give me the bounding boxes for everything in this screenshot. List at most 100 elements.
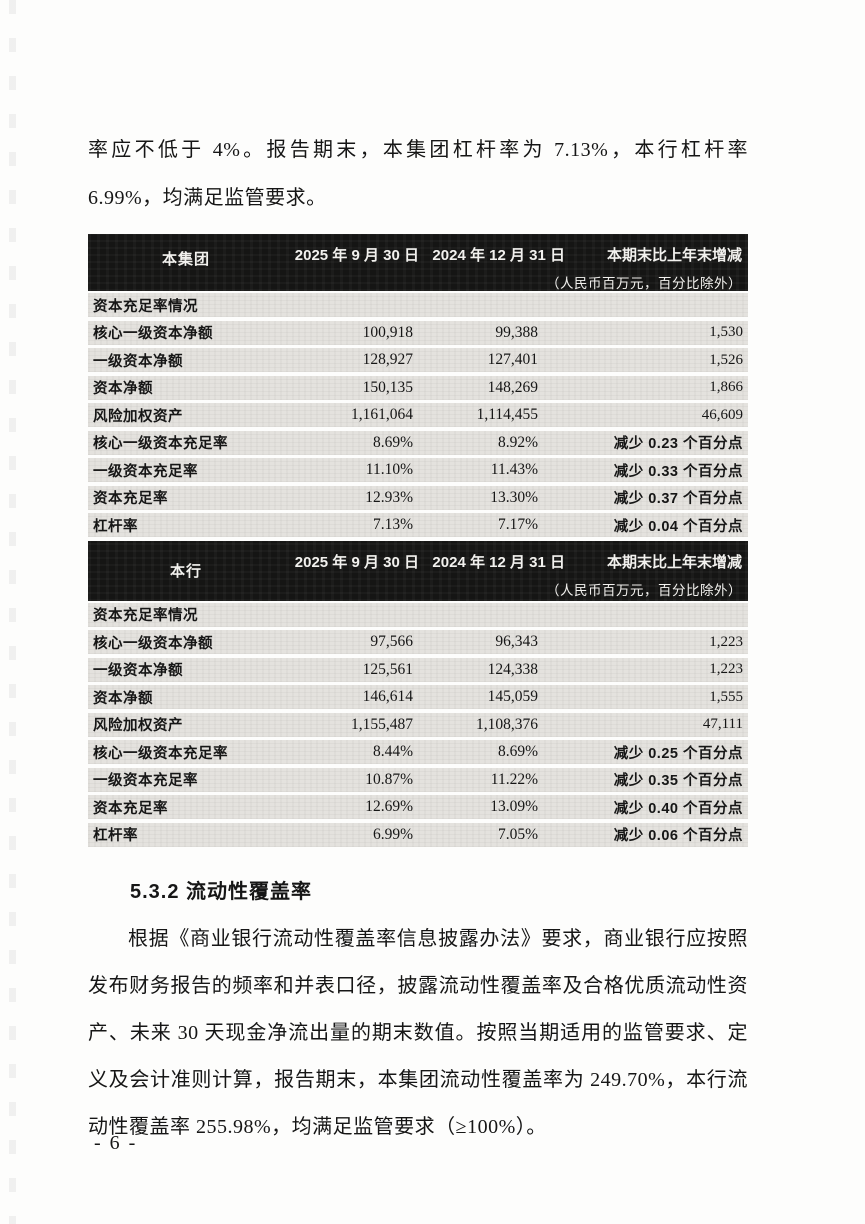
row-value-2025: 10.87% <box>365 770 413 788</box>
row-label: 核心一级资本净额 <box>93 326 213 342</box>
table-row: 资本净额 150,135 148,269 1,866 <box>88 375 748 400</box>
table-row: 一级资本净额 128,927 127,401 1,526 <box>88 348 748 372</box>
row-value-2025: 12.69% <box>365 798 413 815</box>
page-number: - 6 - <box>94 1132 138 1154</box>
row-value-2024: 96,343 <box>495 633 538 650</box>
group-name-label: 本行 <box>169 563 202 580</box>
row-value-2024: 145,059 <box>487 688 538 705</box>
table-row: 杠杆率 6.99% 7.05% 减少 0.06 个百分点 <box>88 822 748 847</box>
table-header-group: 本集团 2025 年 9 月 30 日 2024 年 12 月 31 日 本期末… <box>88 234 748 291</box>
row-value-change: 1,866 <box>709 379 743 395</box>
row-value-2024: 148,269 <box>487 378 538 396</box>
table-section-row: 资本充足率情况 <box>88 293 748 317</box>
row-value-2025: 8.44% <box>372 743 413 760</box>
col-header-change: 本期末比上年末增减 <box>606 553 742 571</box>
row-value-2024: 99,388 <box>495 323 538 341</box>
row-value-change: 减少 0.23 个百分点 <box>613 436 743 452</box>
table-header-columns: 2025 年 9 月 30 日 2024 年 12 月 31 日 本期末比上年末… <box>278 234 742 291</box>
row-value-2024: 127,401 <box>487 351 538 368</box>
row-label: 核心一级资本充足率 <box>93 436 228 452</box>
table-row: 风险加权资产 1,161,064 1,114,455 46,609 <box>88 403 748 427</box>
row-value-2024: 13.09% <box>490 798 538 815</box>
row-value-2024: 11.43% <box>490 461 538 478</box>
row-label: 资本充足率 <box>93 800 168 817</box>
row-label: 资本净额 <box>93 381 153 397</box>
col-header-2024: 2024 年 12 月 31 日 <box>432 247 565 264</box>
row-value-change: 减少 0.35 个百分点 <box>613 773 743 789</box>
table-row: 一级资本充足率 11.10% 11.43% 减少 0.33 个百分点 <box>88 458 748 482</box>
row-value-change: 47,111 <box>702 716 743 732</box>
row-value-change: 1,223 <box>709 661 743 677</box>
unit-note: （人民币百万元，百分比除外） <box>546 276 742 291</box>
row-value-change: 减少 0.37 个百分点 <box>613 491 743 507</box>
col-header-change: 本期末比上年末增减 <box>606 247 742 264</box>
row-value-2024: 7.05% <box>497 825 538 843</box>
table-header-bank: 本行 2025 年 9 月 30 日 2024 年 12 月 31 日 本期末比… <box>88 540 748 601</box>
table-body-group: 资本充足率情况 核心一级资本净额 100,918 99,388 1,530 一级… <box>88 291 748 537</box>
row-value-2025: 100,918 <box>362 323 413 341</box>
table-row: 杠杆率 7.13% 7.17% 减少 0.04 个百分点 <box>88 513 748 537</box>
table-row: 核心一级资本净额 97,566 96,343 1,223 <box>88 630 748 654</box>
table-row: 一级资本充足率 10.87% 11.22% 减少 0.35 个百分点 <box>88 767 748 792</box>
intro-paragraph: 率应不低于 4%。报告期末，本集团杠杆率为 7.13%，本行杠杆率 6.99%，… <box>88 139 748 209</box>
row-value-2025: 97,566 <box>370 633 413 650</box>
page-content: 率应不低于 4%。报告期末，本集团杠杆率为 7.13%，本行杠杆率 6.99%，… <box>88 126 748 1151</box>
section-row-label: 资本充足率情况 <box>93 608 198 624</box>
group-name-label: 本集团 <box>161 251 210 268</box>
row-value-2024: 1,108,376 <box>476 715 538 733</box>
row-label: 杠杆率 <box>93 518 138 535</box>
section-row-label: 资本充足率情况 <box>93 298 198 315</box>
row-label: 一级资本充足率 <box>93 463 198 480</box>
row-label: 一级资本充足率 <box>93 773 198 789</box>
table-row: 核心一级资本充足率 8.44% 8.69% 减少 0.25 个百分点 <box>88 740 748 764</box>
row-label: 资本充足率 <box>93 491 168 507</box>
capital-table-group: 本集团 2025 年 9 月 30 日 2024 年 12 月 31 日 本期末… <box>88 234 748 537</box>
row-value-2024: 124,338 <box>487 660 538 678</box>
row-value-2025: 7.13% <box>372 516 413 533</box>
row-label: 核心一级资本充足率 <box>93 745 228 762</box>
table-header-line1: 2025 年 9 月 30 日 2024 年 12 月 31 日 本期末比上年末… <box>278 244 742 265</box>
table-row: 核心一级资本充足率 8.69% 8.92% 减少 0.23 个百分点 <box>88 430 748 455</box>
row-value-change: 1,555 <box>709 688 743 705</box>
table-header-columns: 2025 年 9 月 30 日 2024 年 12 月 31 日 本期末比上年末… <box>278 541 742 601</box>
row-value-2025: 8.69% <box>372 433 413 451</box>
row-value-2024: 8.69% <box>497 743 538 760</box>
row-value-change: 减少 0.04 个百分点 <box>613 518 743 535</box>
row-label: 资本净额 <box>93 690 153 707</box>
row-value-change: 1,530 <box>709 324 743 340</box>
row-value-2024: 8.92% <box>497 433 538 451</box>
row-value-2024: 13.30% <box>490 488 538 506</box>
row-value-2025: 150,135 <box>362 378 413 396</box>
row-value-change: 1,223 <box>709 633 743 650</box>
table-body-bank: 资本充足率情况 核心一级资本净额 97,566 96,343 1,223 一级资… <box>88 601 748 847</box>
row-value-2024: 1,114,455 <box>476 406 538 423</box>
row-label: 核心一级资本净额 <box>93 635 213 652</box>
row-value-2025: 1,161,064 <box>351 406 413 423</box>
table-row: 资本充足率 12.69% 13.09% 减少 0.40 个百分点 <box>88 795 748 819</box>
row-value-change: 减少 0.40 个百分点 <box>613 800 743 817</box>
row-label: 风险加权资产 <box>93 408 183 425</box>
row-value-change: 减少 0.06 个百分点 <box>613 828 743 844</box>
table-section-row: 资本充足率情况 <box>88 602 748 627</box>
col-header-2025: 2025 年 9 月 30 日 <box>294 247 419 264</box>
row-value-2025: 1,155,487 <box>351 715 413 733</box>
row-value-change: 1,526 <box>709 351 743 368</box>
table-row: 资本充足率 12.93% 13.30% 减少 0.37 个百分点 <box>88 485 748 510</box>
table-row: 资本净额 146,614 145,059 1,555 <box>88 685 748 709</box>
scan-edge-artifact <box>9 0 16 1224</box>
unit-note: （人民币百万元，百分比除外） <box>546 582 742 598</box>
row-value-2025: 125,561 <box>362 660 413 678</box>
row-label: 杠杆率 <box>93 828 138 844</box>
row-value-2025: 6.99% <box>372 825 413 843</box>
col-header-2024: 2024 年 12 月 31 日 <box>432 553 565 571</box>
row-value-2025: 128,927 <box>362 351 413 368</box>
row-value-change: 46,609 <box>701 406 743 423</box>
table-header-line1: 2025 年 9 月 30 日 2024 年 12 月 31 日 本期末比上年末… <box>278 551 742 572</box>
table-row: 一级资本净额 125,561 124,338 1,223 <box>88 657 748 682</box>
row-value-change: 减少 0.25 个百分点 <box>613 745 743 762</box>
row-label: 一级资本净额 <box>93 353 183 370</box>
body-paragraph: 根据《商业银行流动性覆盖率信息披露办法》要求，商业银行应按照发布财务报告的频率和… <box>88 927 748 1138</box>
table-row: 核心一级资本净额 100,918 99,388 1,530 <box>88 320 748 345</box>
capital-table-bank: 本行 2025 年 9 月 30 日 2024 年 12 月 31 日 本期末比… <box>88 540 748 847</box>
